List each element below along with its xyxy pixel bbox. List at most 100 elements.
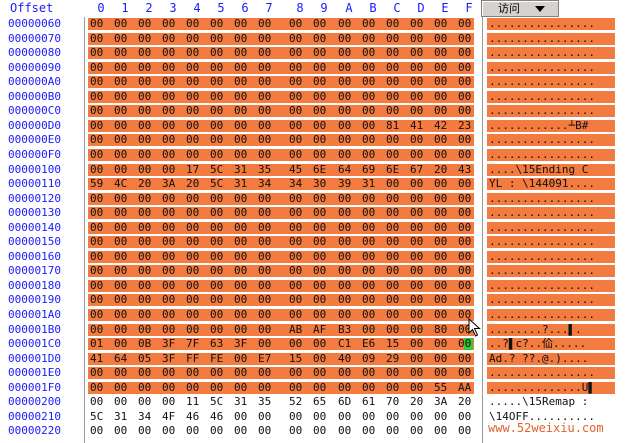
hex-byte[interactable]: 00 — [114, 60, 128, 74]
hex-byte[interactable]: 00 — [434, 308, 448, 321]
ascii-text[interactable]: ................ — [489, 250, 595, 263]
hex-byte[interactable]: 00 — [338, 148, 352, 161]
hex-byte[interactable]: 00 — [313, 118, 327, 132]
hex-byte[interactable]: 00 — [114, 31, 128, 45]
hex-byte[interactable]: 00 — [90, 206, 104, 220]
hex-byte[interactable]: 00 — [289, 249, 303, 263]
hex-byte[interactable]: 00 — [162, 278, 176, 292]
hex-byte[interactable]: 00 — [138, 89, 152, 103]
hex-byte[interactable]: 00 — [410, 177, 424, 191]
hex-byte[interactable]: 00 — [210, 148, 224, 161]
ascii-text[interactable]: ....\15Ending C — [489, 163, 589, 176]
hex-byte[interactable]: 00 — [138, 220, 152, 234]
hex-byte[interactable]: 00 — [90, 133, 104, 147]
hex-byte[interactable]: 00 — [338, 46, 352, 60]
hex-byte[interactable]: 00 — [162, 293, 176, 307]
hex-byte[interactable]: 46 — [186, 409, 200, 423]
hex-byte[interactable]: 00 — [234, 133, 248, 147]
hex-byte[interactable]: 00 — [162, 104, 176, 118]
hex-byte[interactable]: 00 — [234, 206, 248, 220]
hex-byte[interactable]: 30 — [313, 177, 327, 191]
hex-byte[interactable]: 31 — [114, 409, 128, 423]
hex-byte[interactable]: 00 — [434, 424, 448, 438]
hex-byte[interactable]: 00 — [434, 60, 448, 74]
hex-byte[interactable]: 00 — [186, 89, 200, 103]
hex-byte[interactable]: 64 — [114, 351, 128, 365]
hex-byte[interactable]: 00 — [234, 235, 248, 249]
hex-byte[interactable]: 00 — [210, 264, 224, 278]
hex-byte[interactable]: 00 — [458, 191, 472, 205]
hex-byte[interactable]: 15 — [289, 351, 303, 365]
hex-byte[interactable]: 00 — [338, 75, 352, 89]
hex-byte[interactable]: 31 — [362, 177, 376, 191]
hex-byte[interactable]: 39 — [338, 177, 352, 191]
hex-byte[interactable]: 00 — [162, 424, 176, 438]
hex-byte[interactable]: 00 — [338, 409, 352, 423]
hex-byte[interactable]: 00 — [289, 17, 303, 30]
hex-byte[interactable]: 00 — [289, 409, 303, 423]
hex-byte[interactable]: 34 — [258, 177, 272, 191]
hex-byte[interactable]: 00 — [162, 191, 176, 205]
hex-byte[interactable]: 00 — [410, 220, 424, 234]
hex-byte[interactable]: 00 — [258, 75, 272, 89]
hex-byte[interactable]: 00 — [338, 104, 352, 118]
hex-byte[interactable]: 00 — [162, 235, 176, 249]
hex-byte[interactable]: 00 — [289, 220, 303, 234]
hex-byte[interactable]: E7 — [258, 351, 272, 365]
hex-byte[interactable]: 00 — [410, 31, 424, 45]
hex-byte[interactable]: 00 — [289, 31, 303, 45]
hex-byte[interactable]: C1 — [338, 337, 352, 351]
hex-byte[interactable]: 00 — [386, 278, 400, 292]
hex-byte[interactable]: 0B — [138, 337, 152, 351]
hex-byte[interactable]: 00 — [386, 75, 400, 89]
ascii-text[interactable]: \14OFF.......... — [489, 410, 595, 423]
hex-byte[interactable]: 45 — [289, 162, 303, 176]
hex-byte[interactable]: 00 — [362, 409, 376, 423]
hex-byte[interactable]: 00 — [434, 264, 448, 278]
hex-byte[interactable]: 61 — [362, 395, 376, 409]
hex-byte[interactable]: 00 — [313, 104, 327, 118]
hex-byte[interactable]: 00 — [258, 148, 272, 161]
hex-byte[interactable]: 00 — [338, 191, 352, 205]
hex-byte[interactable]: 00 — [258, 366, 272, 380]
hex-byte[interactable]: 00 — [386, 308, 400, 321]
hex-byte[interactable]: 00 — [362, 206, 376, 220]
hex-byte[interactable]: 00 — [186, 366, 200, 380]
hex-byte[interactable]: 00 — [234, 322, 248, 336]
hex-byte[interactable]: 00 — [362, 191, 376, 205]
hex-byte[interactable]: 00 — [434, 133, 448, 147]
hex-byte[interactable]: 00 — [362, 60, 376, 74]
hex-byte[interactable]: 5C — [210, 395, 224, 409]
hex-byte[interactable]: 00 — [234, 46, 248, 60]
hex-byte[interactable]: 00 — [338, 380, 352, 394]
hex-byte[interactable]: 00 — [114, 220, 128, 234]
hex-byte[interactable]: 00 — [458, 31, 472, 45]
hex-byte[interactable]: 00 — [234, 191, 248, 205]
hex-byte[interactable]: 00 — [186, 293, 200, 307]
hex-byte[interactable]: 00 — [114, 206, 128, 220]
ascii-text[interactable]: ................ — [489, 32, 595, 45]
hex-byte[interactable]: 00 — [90, 380, 104, 394]
hex-byte[interactable]: 00 — [258, 264, 272, 278]
hex-byte[interactable]: 4C — [114, 177, 128, 191]
hex-byte[interactable]: 67 — [410, 162, 424, 176]
hex-byte[interactable]: 00 — [386, 17, 400, 30]
ascii-text[interactable]: ................ — [489, 76, 595, 89]
hex-byte[interactable]: 00 — [338, 118, 352, 132]
hex-byte[interactable]: 00 — [458, 75, 472, 89]
hex-byte[interactable]: 00 — [313, 133, 327, 147]
hex-byte[interactable]: 00 — [313, 31, 327, 45]
hex-byte[interactable]: 00 — [258, 322, 272, 336]
ascii-text[interactable]: YL : \144091.... — [489, 178, 595, 191]
hex-byte[interactable]: 00 — [313, 60, 327, 74]
hex-byte[interactable]: 00 — [138, 264, 152, 278]
hex-byte[interactable]: 00 — [458, 409, 472, 423]
hex-byte[interactable]: FF — [186, 351, 200, 365]
hex-byte[interactable]: 00 — [313, 424, 327, 438]
hex-byte[interactable]: 00 — [258, 46, 272, 60]
hex-byte[interactable]: 00 — [114, 89, 128, 103]
hex-byte[interactable]: 00 — [289, 424, 303, 438]
hex-byte[interactable]: 00 — [338, 17, 352, 30]
hex-byte[interactable]: 00 — [186, 380, 200, 394]
hex-byte[interactable]: 00 — [338, 133, 352, 147]
